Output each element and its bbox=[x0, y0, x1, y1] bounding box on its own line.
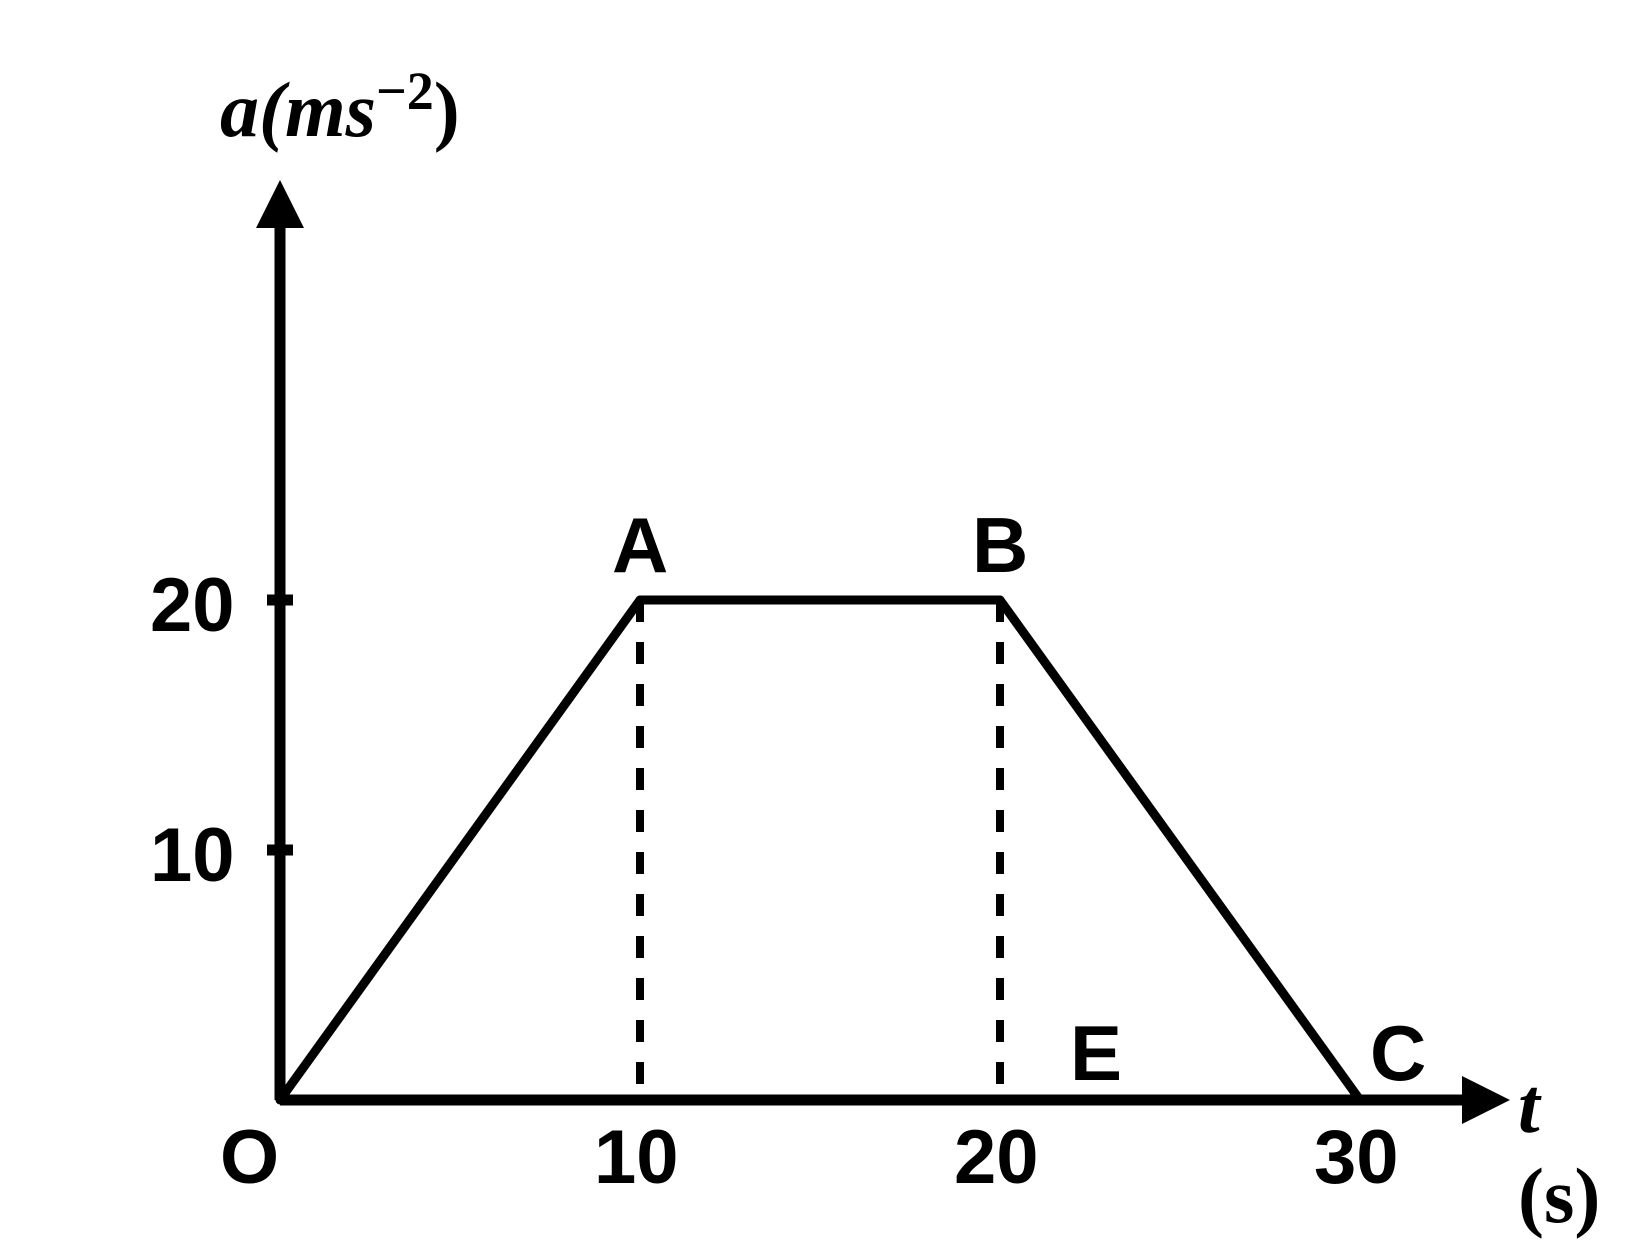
chart-svg bbox=[80, 40, 1580, 1200]
point-label-a: A bbox=[612, 500, 668, 591]
y-axis-label-var: a(ms bbox=[220, 66, 376, 153]
x-tick-label-30: 30 bbox=[1314, 1114, 1399, 1201]
x-axis-label-var: t bbox=[1518, 1062, 1540, 1149]
y-tick-label-20: 20 bbox=[150, 562, 235, 649]
point-label-c: C bbox=[1370, 1008, 1426, 1099]
x-axis-label: t (s) bbox=[1518, 1061, 1600, 1241]
y-axis-label-close: ) bbox=[434, 66, 460, 153]
segment-bc bbox=[1000, 600, 1360, 1100]
x-tick-label-20: 20 bbox=[954, 1114, 1039, 1201]
point-label-b: B bbox=[972, 500, 1028, 591]
origin-label: O bbox=[220, 1114, 279, 1201]
x-axis-arrow bbox=[1462, 1076, 1510, 1124]
x-tick-label-10: 10 bbox=[594, 1114, 679, 1201]
x-axis-label-unit: (s) bbox=[1518, 1152, 1600, 1239]
segment-oa bbox=[280, 600, 640, 1100]
y-tick-label-10: 10 bbox=[150, 812, 235, 899]
y-axis-label-sup: −2 bbox=[376, 61, 434, 121]
y-axis-label: a(ms−2) bbox=[220, 60, 460, 155]
acceleration-time-chart: a(ms−2) t (s) O 10 20 10 20 30 A B C E bbox=[80, 40, 1580, 1200]
y-axis-arrow bbox=[256, 180, 304, 228]
point-label-e: E bbox=[1070, 1008, 1122, 1099]
